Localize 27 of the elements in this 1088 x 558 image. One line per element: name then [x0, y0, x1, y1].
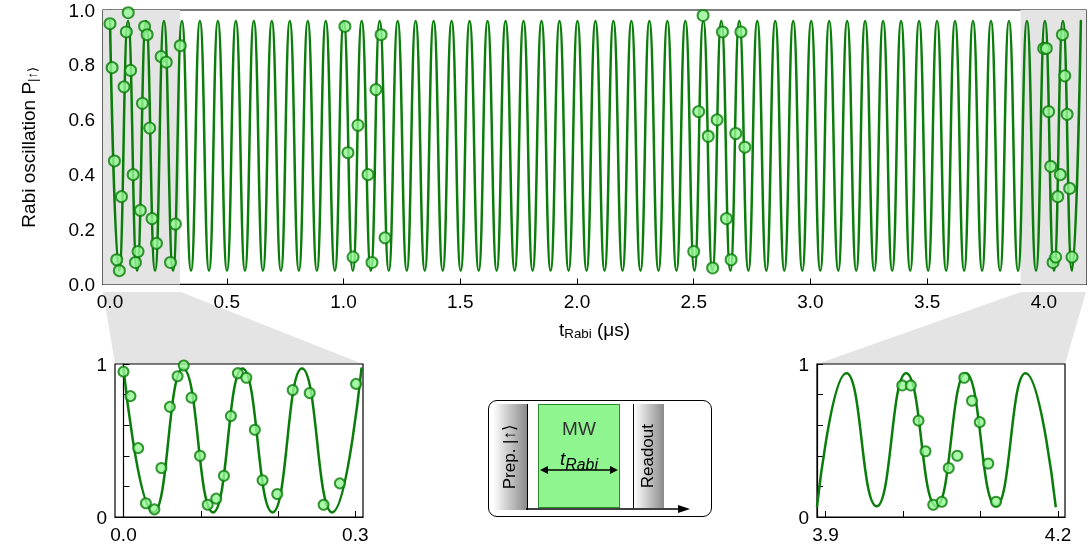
y-tick-label: 0.8 [68, 54, 95, 76]
y-tick-label: 0 [96, 506, 107, 528]
x-tick-label: 4.0 [1030, 291, 1058, 313]
y-tick-label: 1 [96, 353, 107, 375]
y-tick-label: 0.2 [68, 219, 95, 241]
text: MW [561, 418, 597, 440]
text: Readout [638, 423, 658, 489]
y-tick-label: 0.0 [68, 273, 95, 295]
text: Prep. |↑⟩ [500, 424, 520, 490]
x-tick-label: 4.2 [1044, 524, 1072, 545]
x-tick-label: 0.5 [213, 291, 240, 313]
y-tick-label: 0.4 [68, 164, 96, 186]
text: t$_{Rabi}$ [559, 448, 600, 474]
y-tick-label: 0.6 [68, 109, 95, 131]
y-tick-label: 1.0 [68, 0, 95, 21]
y-tick-label: 0 [798, 506, 809, 528]
x-tick-label: 0.0 [110, 524, 137, 545]
x-tick-label: 3.0 [797, 291, 824, 313]
x-tick-label: 2.5 [680, 291, 707, 313]
x-tick-label: 3.5 [914, 291, 941, 313]
x-tick-label: 3.9 [812, 524, 839, 545]
x-tick-label: 0.3 [342, 524, 369, 545]
x-tick-label: 1.5 [447, 291, 474, 313]
y-tick-label: 1 [798, 353, 809, 375]
y-axis-title: Rabi oscillation P|↑⟩ [17, 66, 40, 228]
x-tick-label: 2.0 [563, 291, 591, 313]
x-tick-label: 1.0 [330, 291, 357, 313]
